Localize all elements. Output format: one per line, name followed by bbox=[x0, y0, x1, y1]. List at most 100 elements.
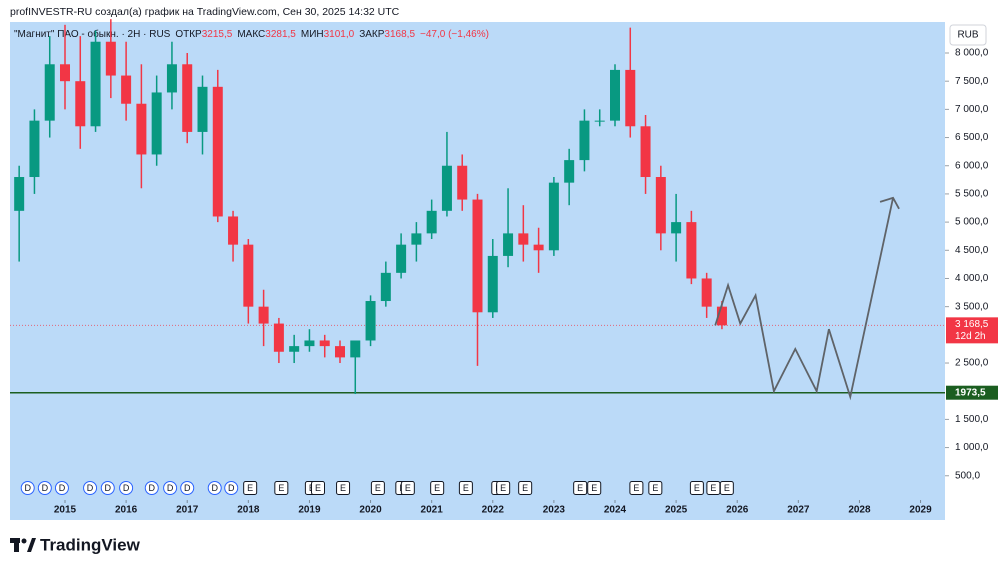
event-label: D bbox=[59, 483, 66, 493]
x-tick-label: 2029 bbox=[909, 505, 932, 516]
event-label: D bbox=[105, 483, 112, 493]
candle-body bbox=[548, 182, 559, 251]
event-label: D bbox=[228, 483, 235, 493]
candle-body bbox=[503, 233, 514, 256]
event-icon bbox=[207, 481, 222, 495]
currency-box bbox=[949, 24, 987, 46]
support-label: 1973,5 bbox=[955, 387, 986, 398]
last-price-label: 3 168,5 bbox=[955, 319, 989, 330]
currency: RUB bbox=[957, 30, 978, 41]
candle-body bbox=[472, 199, 483, 313]
y-tick-label: 5 500,0 bbox=[955, 189, 989, 200]
candle-body bbox=[289, 346, 300, 352]
event-icon bbox=[370, 481, 385, 495]
candle-body bbox=[304, 340, 315, 347]
event-label: D bbox=[211, 483, 218, 493]
event-label: E bbox=[694, 483, 700, 493]
event-icon bbox=[400, 481, 415, 495]
event-label: E bbox=[340, 483, 346, 493]
event-label: E bbox=[315, 483, 321, 493]
candle-body bbox=[335, 346, 345, 358]
candle-body bbox=[716, 306, 727, 326]
event-icon bbox=[336, 481, 351, 495]
event-icon bbox=[719, 481, 734, 495]
candle-body bbox=[579, 120, 590, 161]
event-label: E bbox=[591, 483, 597, 493]
candle-body bbox=[212, 86, 223, 217]
candle-body bbox=[14, 177, 25, 211]
event-label: D bbox=[42, 483, 49, 493]
y-tick-label: 4 500,0 bbox=[955, 245, 989, 256]
candle-body bbox=[60, 64, 70, 82]
event-label: E bbox=[633, 483, 639, 493]
event-icon bbox=[518, 481, 533, 495]
candle-body bbox=[365, 301, 376, 341]
event-icon bbox=[458, 481, 473, 495]
candle-body bbox=[396, 244, 407, 273]
x-tick-label: 2021 bbox=[421, 505, 444, 516]
event-label: E bbox=[375, 483, 381, 493]
event-label: E bbox=[724, 483, 730, 493]
legend-field-value: 3168,5 bbox=[384, 29, 415, 40]
event-icon bbox=[163, 481, 178, 495]
event-icon bbox=[274, 481, 289, 495]
header: profINVESTR-RU создал(а) график на Tradi… bbox=[10, 6, 400, 18]
event-icon bbox=[496, 481, 511, 495]
event-icon bbox=[587, 481, 602, 495]
candle-body bbox=[457, 165, 468, 200]
legend-field-label: ОТКР bbox=[175, 29, 202, 40]
x-tick-label: 2026 bbox=[726, 505, 749, 516]
candle-body bbox=[594, 120, 605, 122]
event-icon bbox=[100, 481, 115, 495]
event-icon bbox=[119, 481, 134, 495]
candle-body bbox=[105, 41, 116, 76]
x-tick-label: 2024 bbox=[604, 505, 627, 516]
projection-line bbox=[714, 197, 894, 401]
footer-brand: TradingView bbox=[40, 535, 141, 554]
x-tick-label: 2025 bbox=[665, 505, 688, 516]
y-tick-label: 3 500,0 bbox=[955, 301, 989, 312]
candle-body bbox=[518, 233, 529, 245]
x-tick-label: 2028 bbox=[848, 505, 871, 516]
candle-body bbox=[75, 81, 86, 127]
candle-body bbox=[29, 120, 40, 178]
event-label: D bbox=[149, 483, 156, 493]
candle-body bbox=[243, 244, 254, 307]
y-tick-label: 8 000,0 bbox=[955, 48, 989, 59]
x-tick-label: 2017 bbox=[176, 505, 199, 516]
event-icon bbox=[37, 481, 52, 495]
event-icon bbox=[689, 481, 704, 495]
candle-body bbox=[136, 103, 147, 155]
candle-body bbox=[487, 255, 498, 313]
event-label: E bbox=[710, 483, 716, 493]
support-box bbox=[946, 385, 998, 400]
event-icon bbox=[224, 481, 239, 495]
candle-body bbox=[273, 323, 284, 352]
y-tick-label: 4 000,0 bbox=[955, 273, 989, 284]
y-tick-label: 6 500,0 bbox=[955, 132, 989, 143]
event-label: E bbox=[652, 483, 658, 493]
legend-field-label: МИН bbox=[301, 29, 324, 40]
event-label: E bbox=[434, 483, 440, 493]
candle-body bbox=[350, 340, 361, 358]
event-label: D bbox=[167, 483, 174, 493]
candle-body bbox=[380, 272, 391, 302]
event-label: E bbox=[522, 483, 528, 493]
y-tick-label: 500,0 bbox=[955, 470, 980, 481]
event-label: D bbox=[184, 483, 191, 493]
x-tick-label: 2022 bbox=[482, 505, 505, 516]
candle-body bbox=[258, 306, 269, 324]
projection-arrowhead bbox=[879, 196, 900, 210]
candle-body bbox=[655, 177, 666, 234]
event-icon bbox=[180, 481, 195, 495]
candle-body bbox=[197, 86, 208, 132]
event-label: D bbox=[123, 483, 130, 493]
logo bbox=[10, 538, 36, 552]
legend-field-value: 3101,0 bbox=[324, 29, 355, 40]
candle-body bbox=[426, 210, 437, 234]
y-tick-label: 1 500,0 bbox=[955, 414, 989, 425]
candle-body bbox=[686, 222, 697, 279]
event-icon bbox=[648, 481, 663, 495]
x-tick-label: 2027 bbox=[787, 505, 810, 516]
